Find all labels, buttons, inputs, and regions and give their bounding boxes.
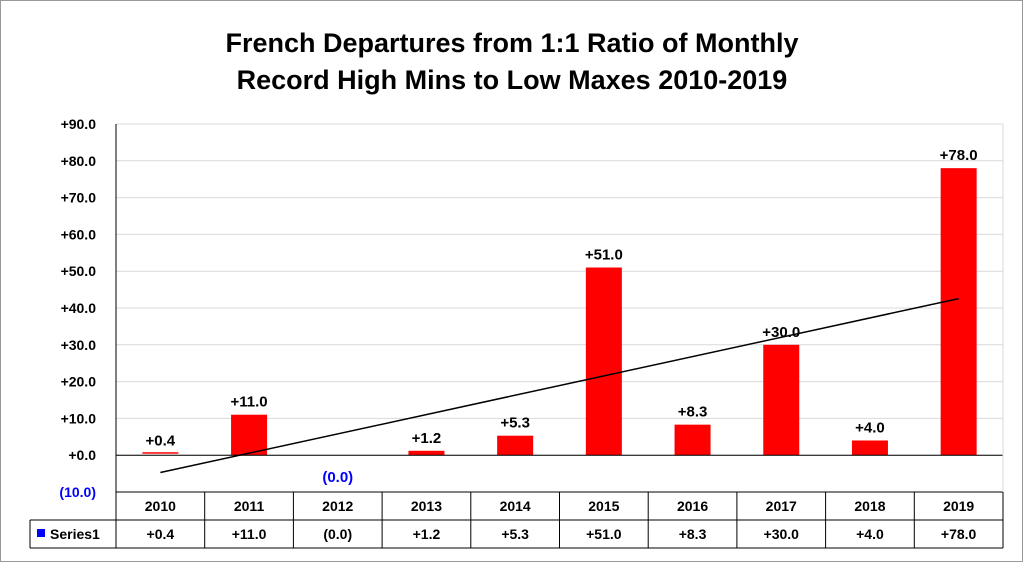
y-tick-label: +30.0 [61,337,97,353]
y-tick-label: (10.0) [59,484,96,500]
table-cell-value: +4.0 [856,526,884,542]
bar-2019 [940,168,977,456]
table-cell-value: +11.0 [232,526,267,542]
y-tick-label: +50.0 [61,263,97,279]
legend-series-name: Series1 [50,526,100,542]
x-tick-label: 2017 [766,498,797,514]
y-tick-label: +60.0 [61,226,97,242]
y-tick-label: +10.0 [61,410,97,426]
bar-2011 [231,414,268,456]
y-tick-label: +90.0 [61,116,97,132]
y-tick-label: +70.0 [61,190,97,206]
data-label: +0.4 [146,433,176,450]
data-label: +78.0 [940,147,978,164]
y-tick-label: +40.0 [61,300,97,316]
table-cell-value: +5.3 [501,526,529,542]
data-label: (0.0) [322,469,353,486]
data-label: +1.2 [412,430,442,447]
chart-title-line: Record High Mins to Low Maxes 2010-2019 [237,65,788,95]
table-cell-value: (0.0) [323,526,352,542]
data-label: +51.0 [585,247,623,264]
data-label: +30.0 [762,324,800,341]
x-tick-label: 2013 [411,498,442,514]
x-tick-label: 2015 [588,498,619,514]
trendline [160,297,959,474]
table-cell-value: +8.3 [679,526,707,542]
bar-2016 [674,424,711,456]
bar-2014 [497,435,534,456]
table-cell-value: +30.0 [764,526,800,542]
table-cell-value: +78.0 [941,526,977,542]
y-tick-label: +20.0 [61,374,97,390]
data-label: +11.0 [230,394,267,411]
data-label: +4.0 [855,419,885,436]
x-tick-label: 2011 [234,498,265,514]
y-tick-label: +80.0 [61,153,97,169]
bar-2017 [763,344,800,456]
chart-title-line: French Departures from 1:1 Ratio of Mont… [225,28,798,58]
table-cell-value: +1.2 [413,526,441,542]
bar-2018 [851,440,888,456]
y-tick-label: +0.0 [68,447,96,463]
x-tick-label: 2019 [943,498,974,514]
x-tick-label: 2012 [322,498,353,514]
x-tick-label: 2016 [677,498,708,514]
legend-marker-series1 [37,529,45,537]
bar-2013 [408,450,445,456]
table-cell-value: +51.0 [586,526,622,542]
x-tick-label: 2014 [500,498,531,514]
data-label: +8.3 [678,404,708,421]
data-label: +5.3 [500,415,530,432]
bar-2015 [585,267,622,456]
table-cell-value: +0.4 [147,526,175,542]
x-tick-label: 2010 [145,498,176,514]
bar-2010 [142,452,179,454]
x-tick-label: 2018 [854,498,885,514]
